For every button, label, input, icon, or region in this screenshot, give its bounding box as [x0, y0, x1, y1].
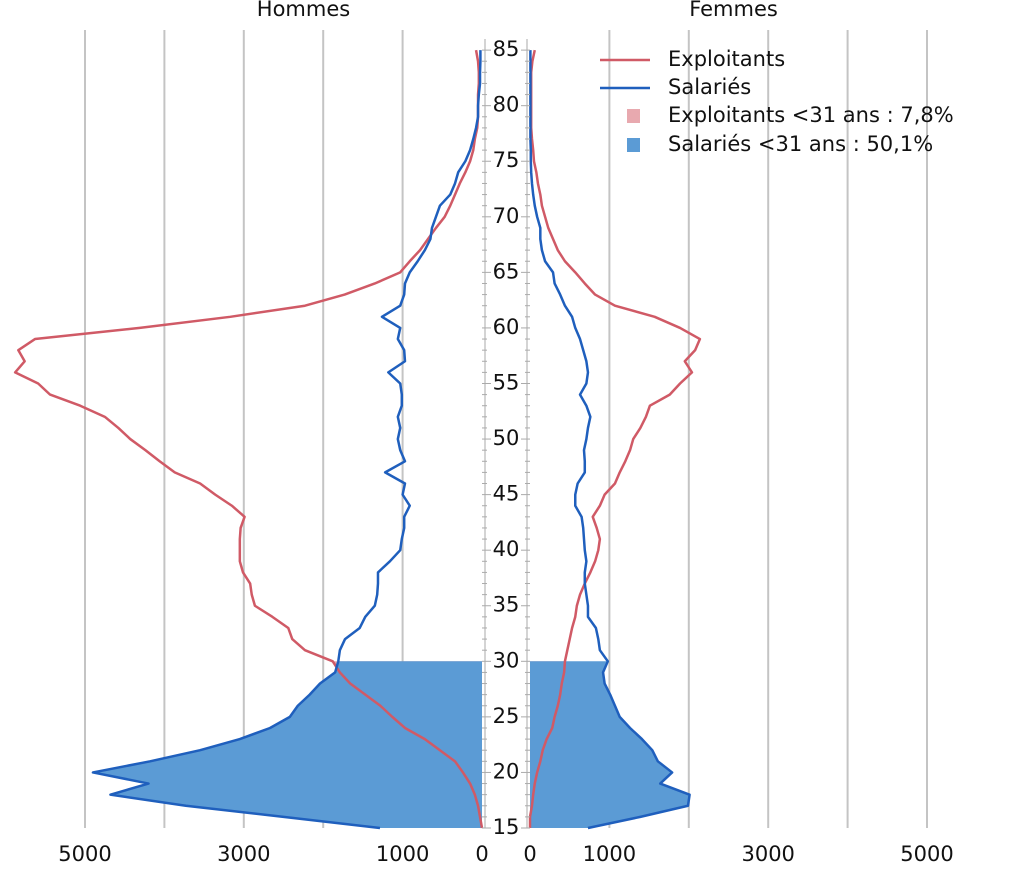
- tick-label-bg: [492, 651, 520, 672]
- x-tick-label: 3000: [217, 842, 270, 866]
- tick-label-bg: [492, 317, 520, 338]
- y-tick-label: 65: [493, 259, 520, 283]
- y-tick-label: 35: [493, 593, 520, 617]
- legend-label: Salariés <31 ans : 50,1%: [668, 132, 933, 156]
- line: [528, 49, 702, 828]
- y-tick-label: 45: [493, 482, 520, 506]
- x-tick-label: 0: [475, 842, 488, 866]
- line: [13, 49, 484, 829]
- tick-label-bg: [492, 262, 520, 283]
- y-tick-label: 55: [493, 370, 520, 394]
- y-tick-label: 20: [493, 759, 520, 783]
- panel-title: Hommes: [257, 0, 350, 21]
- area: [530, 661, 690, 828]
- legend-label: Exploitants <31 ans : 7,8%: [668, 103, 954, 127]
- tick-label-bg: [492, 706, 520, 727]
- legend-swatch: [627, 109, 640, 123]
- tick-label-bg: [492, 40, 520, 61]
- tick-label-bg: [492, 373, 520, 394]
- x-tick-label: 5000: [900, 842, 953, 866]
- y-tick-label: 50: [493, 426, 520, 450]
- y-tick-label: 40: [493, 537, 520, 561]
- line: [91, 50, 482, 830]
- area: [92, 661, 482, 828]
- legend-label: Exploitants: [668, 47, 785, 71]
- x-tick-label: 3000: [741, 842, 794, 866]
- tick-label-bg: [492, 762, 520, 783]
- x-tick-label: 5000: [58, 842, 111, 866]
- tick-label-bg: [492, 151, 520, 172]
- tick-label-bg: [492, 429, 520, 450]
- x-tick-label: 0: [523, 842, 536, 866]
- tick-label-bg: [492, 206, 520, 227]
- y-tick-label: 85: [493, 37, 520, 61]
- tick-label-bg: [492, 540, 520, 561]
- y-tick-label: 60: [493, 315, 520, 339]
- x-tick-label: 1000: [376, 842, 429, 866]
- legend-label: Salariés: [668, 75, 751, 99]
- panel-title: Femmes: [689, 0, 778, 21]
- line: [529, 50, 691, 830]
- y-tick-label: 80: [493, 93, 520, 117]
- y-tick-label: 25: [493, 704, 520, 728]
- y-tick-label: 75: [493, 148, 520, 172]
- tick-label-bg: [492, 595, 520, 616]
- y-tick-label: 15: [493, 815, 520, 839]
- tick-label-bg: [492, 818, 520, 838]
- x-tick-label: 1000: [583, 842, 636, 866]
- tick-label-bg: [492, 484, 520, 505]
- tick-label-bg: [492, 95, 520, 116]
- y-tick-label: 30: [493, 648, 520, 672]
- legend-swatch: [627, 138, 640, 152]
- y-tick-label: 70: [493, 204, 520, 228]
